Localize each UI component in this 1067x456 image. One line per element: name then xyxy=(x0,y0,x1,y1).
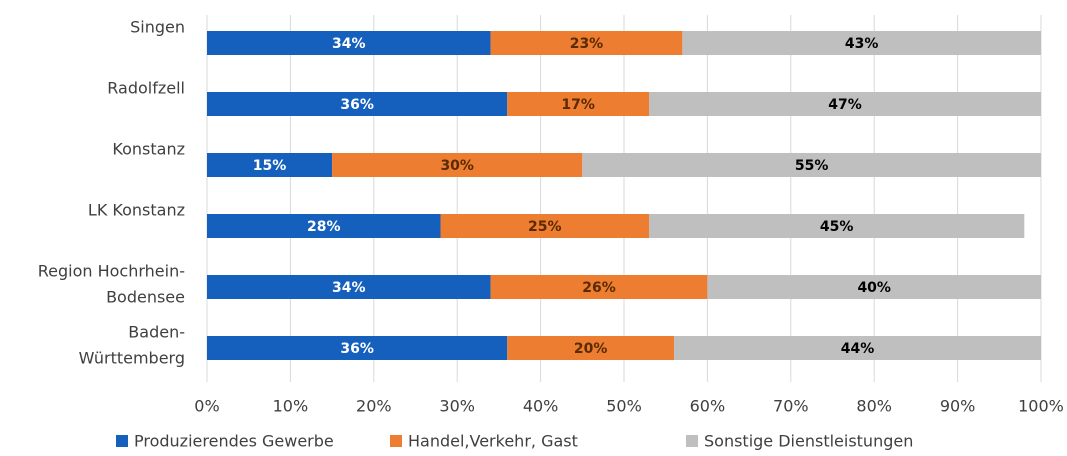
legend-swatch xyxy=(390,435,402,447)
value-label: 43% xyxy=(845,36,879,52)
value-label: 44% xyxy=(841,341,875,357)
value-label: 40% xyxy=(857,280,891,296)
bar-segment xyxy=(582,153,1041,177)
x-tick-label: 100% xyxy=(1018,397,1064,416)
value-label: 15% xyxy=(253,158,287,174)
bar-segment xyxy=(207,31,491,55)
y-tick-label: Bodensee xyxy=(106,288,185,307)
x-tick-label: 20% xyxy=(356,397,392,416)
x-tick-label: 0% xyxy=(194,397,219,416)
bar-segment xyxy=(490,275,708,299)
legend-swatch xyxy=(116,435,128,447)
value-label: 36% xyxy=(340,341,374,357)
bar-segment xyxy=(490,31,683,55)
legend-label: Sonstige Dienstleistungen xyxy=(704,432,913,451)
bar-segment xyxy=(707,275,1041,299)
bar-segment xyxy=(207,92,508,116)
legend-swatch xyxy=(686,435,698,447)
value-label: 34% xyxy=(332,36,366,52)
value-label: 47% xyxy=(828,97,862,113)
bar-segment xyxy=(649,92,1041,116)
value-label: 28% xyxy=(307,219,341,235)
x-tick-label: 90% xyxy=(940,397,976,416)
y-tick-label: Württemberg xyxy=(79,349,185,368)
y-tick-label: Radolfzell xyxy=(107,79,185,98)
bar-segment xyxy=(332,153,583,177)
value-label: 25% xyxy=(528,219,562,235)
bar-segment xyxy=(674,336,1041,360)
value-label: 26% xyxy=(582,280,616,296)
bar-segment xyxy=(207,153,333,177)
bar-segment xyxy=(207,275,491,299)
legend-label: Handel,Verkehr, Gast xyxy=(408,432,578,451)
value-label: 20% xyxy=(574,341,608,357)
value-label: 23% xyxy=(570,36,604,52)
x-tick-label: 50% xyxy=(606,397,642,416)
legend-label: Produzierendes Gewerbe xyxy=(134,432,334,451)
y-tick-label: LK Konstanz xyxy=(88,201,185,220)
x-tick-label: 60% xyxy=(690,397,726,416)
bar-segment xyxy=(440,214,650,238)
bar-segment xyxy=(507,92,650,116)
bar-segment xyxy=(207,336,508,360)
value-label: 45% xyxy=(820,219,854,235)
x-tick-label: 10% xyxy=(273,397,309,416)
x-tick-label: 80% xyxy=(856,397,892,416)
x-tick-label: 40% xyxy=(523,397,559,416)
x-tick-label: 30% xyxy=(439,397,475,416)
y-tick-label: Konstanz xyxy=(112,140,185,159)
value-label: 34% xyxy=(332,280,366,296)
value-label: 36% xyxy=(340,97,374,113)
x-tick-label: 70% xyxy=(773,397,809,416)
y-tick-label: Singen xyxy=(130,18,185,37)
bar-segment xyxy=(682,31,1041,55)
y-tick-label: Region Hochrhein- xyxy=(38,262,185,281)
bar-segment xyxy=(649,214,1025,238)
bar-segment xyxy=(207,214,441,238)
value-label: 17% xyxy=(561,97,595,113)
bar-segment xyxy=(507,336,675,360)
y-tick-label: Baden- xyxy=(128,323,185,342)
value-label: 55% xyxy=(795,158,829,174)
value-label: 30% xyxy=(440,158,474,174)
